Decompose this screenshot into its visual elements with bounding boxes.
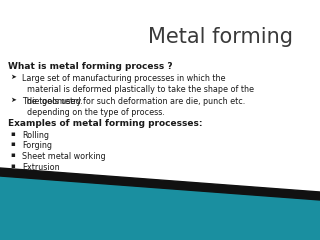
- Polygon shape: [0, 176, 320, 240]
- Text: ➤: ➤: [10, 74, 16, 80]
- Text: ➤: ➤: [10, 97, 16, 103]
- Text: What is metal forming process ?: What is metal forming process ?: [8, 62, 172, 71]
- Text: Forging: Forging: [22, 142, 52, 150]
- Text: ▪: ▪: [10, 131, 15, 137]
- Text: Extrusion: Extrusion: [22, 162, 60, 172]
- Text: Rolling: Rolling: [22, 131, 49, 140]
- Text: Large set of manufacturing processes in which the
  material is deformed plastic: Large set of manufacturing processes in …: [22, 74, 254, 106]
- Text: Metal forming: Metal forming: [148, 27, 292, 47]
- Text: The tools used for such deformation are die, punch etc.
  depending on the type : The tools used for such deformation are …: [22, 97, 245, 117]
- Polygon shape: [0, 168, 320, 200]
- Text: ▪: ▪: [10, 142, 15, 148]
- Text: Examples of metal forming processes:: Examples of metal forming processes:: [8, 119, 203, 128]
- Text: Sheet metal working: Sheet metal working: [22, 152, 106, 161]
- Polygon shape: [0, 176, 320, 240]
- Text: ▪: ▪: [10, 162, 15, 168]
- Text: ▪: ▪: [10, 152, 15, 158]
